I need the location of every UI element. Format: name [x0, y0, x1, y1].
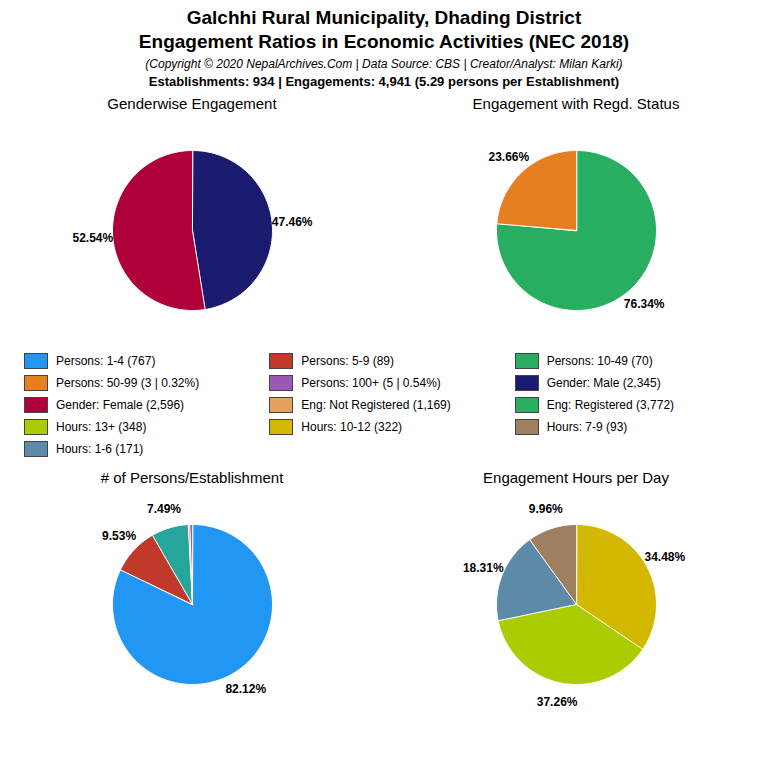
- html-text:Persons: 5-9 (89): Persons: 5-9 (89): [301, 354, 394, 368]
- html-text:Genderwise Engagement: Genderwise Engagement: [107, 95, 277, 112]
- svg-text:52.54%: 52.54%: [72, 231, 113, 245]
- svg-text:76.34%: 76.34%: [624, 297, 665, 311]
- html-text:Persons: 50-99 (3 | 0.32%): Persons: 50-99 (3 | 0.32%): [56, 376, 200, 390]
- html-text:Engagement with Regd. Status: Engagement with Regd. Status: [472, 95, 680, 112]
- html-text:# of Persons/Establishment: # of Persons/Establishment: [100, 469, 284, 486]
- html-text:Engagement Ratios in Economic: Engagement Ratios in Economic Activities…: [138, 31, 630, 52]
- svg-text:18.31%: 18.31%: [463, 561, 504, 575]
- svg-text:37.26%: 37.26%: [537, 695, 578, 709]
- svg-text:34.48%: 34.48%: [644, 550, 685, 564]
- svg-text:9.53%: 9.53%: [102, 529, 136, 543]
- html-text:Galchhi Rural Municipality, Dh: Galchhi Rural Municipality, Dhading Dist…: [186, 7, 582, 28]
- html-text:Persons: 10-49 (70): Persons: 10-49 (70): [546, 354, 653, 368]
- svg-text:23.66%: 23.66%: [488, 150, 529, 164]
- html-text:Persons: 1-4 (767): Persons: 1-4 (767): [56, 354, 156, 368]
- html-text:Hours: 7-9 (93): Hours: 7-9 (93): [546, 420, 628, 434]
- html-text:Hours: 1-6 (171): Hours: 1-6 (171): [56, 442, 144, 456]
- html-text:Hours: 13+ (348): Hours: 13+ (348): [56, 420, 147, 434]
- html-text:Eng: Registered (3,772): Eng: Registered (3,772): [546, 398, 675, 412]
- svg-text:9.96%: 9.96%: [529, 502, 563, 516]
- html-text:Engagement Hours per Day: Engagement Hours per Day: [483, 469, 669, 486]
- html-text:(Copyright © 2020 NepalArchive: (Copyright © 2020 NepalArchives.Com | Da…: [145, 57, 623, 71]
- svg-text:82.12%: 82.12%: [225, 682, 266, 696]
- html-text:Hours: 10-12 (322): Hours: 10-12 (322): [301, 420, 402, 434]
- html-text:Gender: Male (2,345): Gender: Male (2,345): [546, 376, 661, 390]
- html-text:Eng: Not Registered (1,169): Eng: Not Registered (1,169): [301, 398, 451, 412]
- svg-text:47.46%: 47.46%: [272, 215, 313, 229]
- html-text:Persons: 100+ (5 | 0.54%): Persons: 100+ (5 | 0.54%): [301, 376, 441, 390]
- html-text:Establishments: 934 | Engageme: Establishments: 934 | Engagements: 4,941…: [148, 74, 620, 89]
- html-text:Gender: Female (2,596): Gender: Female (2,596): [56, 398, 185, 412]
- svg-text:7.49%: 7.49%: [147, 501, 181, 515]
